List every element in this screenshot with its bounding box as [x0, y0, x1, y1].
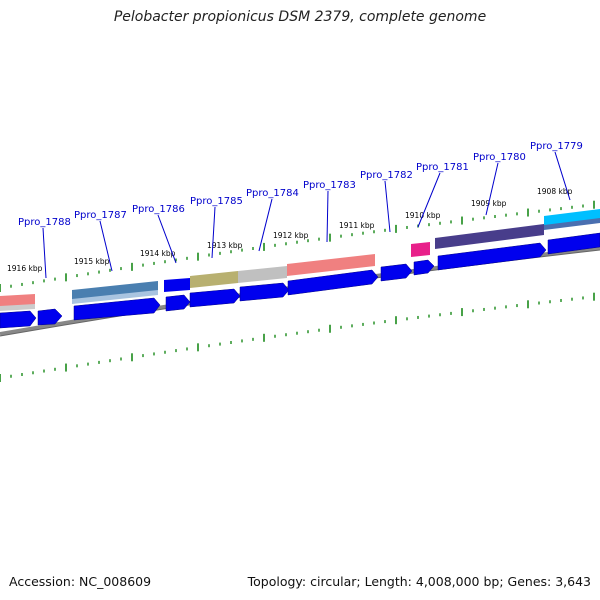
gene-arrow[interactable] — [73, 297, 161, 321]
gene-arrow[interactable] — [189, 288, 241, 308]
leader-line — [417, 172, 441, 228]
tick-row-upper — [0, 200, 595, 292]
feature-bar[interactable] — [164, 278, 190, 292]
gene-label[interactable]: Ppro_1787 — [74, 210, 127, 221]
leader-line — [157, 214, 177, 264]
gene-arrows — [0, 232, 600, 329]
gene-label[interactable]: Ppro_1782 — [360, 170, 413, 181]
gene-arrow[interactable] — [165, 294, 191, 312]
gene-label[interactable]: Ppro_1781 — [416, 162, 469, 173]
leader-line — [211, 206, 216, 259]
leader-line — [326, 190, 329, 243]
gene-arrow[interactable] — [0, 310, 37, 329]
leader-line — [485, 162, 499, 216]
gene-arrow[interactable] — [287, 269, 379, 296]
kbp-label: 1916 kbp — [7, 264, 43, 273]
leader-line — [554, 151, 571, 201]
kbp-label: 1914 kbp — [140, 249, 176, 258]
gene-arrow[interactable] — [37, 308, 63, 326]
leader-line — [258, 198, 273, 252]
tick-row-lower — [0, 292, 595, 382]
gene-label[interactable]: Ppro_1785 — [190, 196, 243, 207]
feature-bar[interactable] — [0, 304, 35, 311]
leader-line — [384, 180, 391, 233]
gene-label[interactable]: Ppro_1786 — [132, 204, 185, 215]
gene-arrow[interactable] — [437, 242, 547, 271]
genome-summary-text: Topology: circular; Length: 4,008,000 bp… — [247, 574, 591, 589]
feature-bar[interactable] — [190, 271, 238, 288]
feature-bar[interactable] — [287, 254, 375, 276]
feature-bar[interactable] — [544, 218, 600, 230]
label-leaders — [42, 151, 571, 279]
kbp-label: 1913 kbp — [207, 241, 243, 250]
gene-label[interactable]: Ppro_1788 — [18, 217, 71, 228]
gene-label[interactable]: Ppro_1783 — [303, 180, 356, 191]
gene-labels: Ppro_1788 Ppro_1787 Ppro_1786 Ppro_1785 … — [18, 141, 583, 228]
kbp-label: 1911 kbp — [339, 221, 375, 230]
gene-arrow[interactable] — [380, 263, 413, 282]
leader-line — [99, 220, 113, 272]
gene-label[interactable]: Ppro_1780 — [473, 152, 526, 163]
feature-bar[interactable] — [544, 209, 600, 227]
feature-bar[interactable] — [72, 281, 158, 301]
feature-bar[interactable] — [238, 266, 287, 283]
feature-bar[interactable] — [435, 224, 544, 249]
kbp-label: 1915 kbp — [74, 257, 110, 266]
accession-text: Accession: NC_008609 — [9, 574, 152, 589]
gene-arrow[interactable] — [547, 232, 600, 255]
genome-title: Pelobacter propionicus DSM 2379, complet… — [113, 9, 487, 25]
gene-arrow[interactable] — [239, 282, 290, 302]
leader-line — [42, 227, 47, 279]
feature-bar[interactable] — [411, 242, 430, 257]
gene-label[interactable]: Ppro_1779 — [530, 141, 583, 152]
gene-label[interactable]: Ppro_1784 — [246, 188, 299, 199]
feature-bars — [0, 209, 600, 311]
gene-arrow[interactable] — [413, 259, 435, 276]
kbp-label: 1908 kbp — [537, 187, 573, 196]
feature-bar[interactable] — [72, 290, 158, 304]
kbp-label: 1912 kbp — [273, 231, 309, 240]
